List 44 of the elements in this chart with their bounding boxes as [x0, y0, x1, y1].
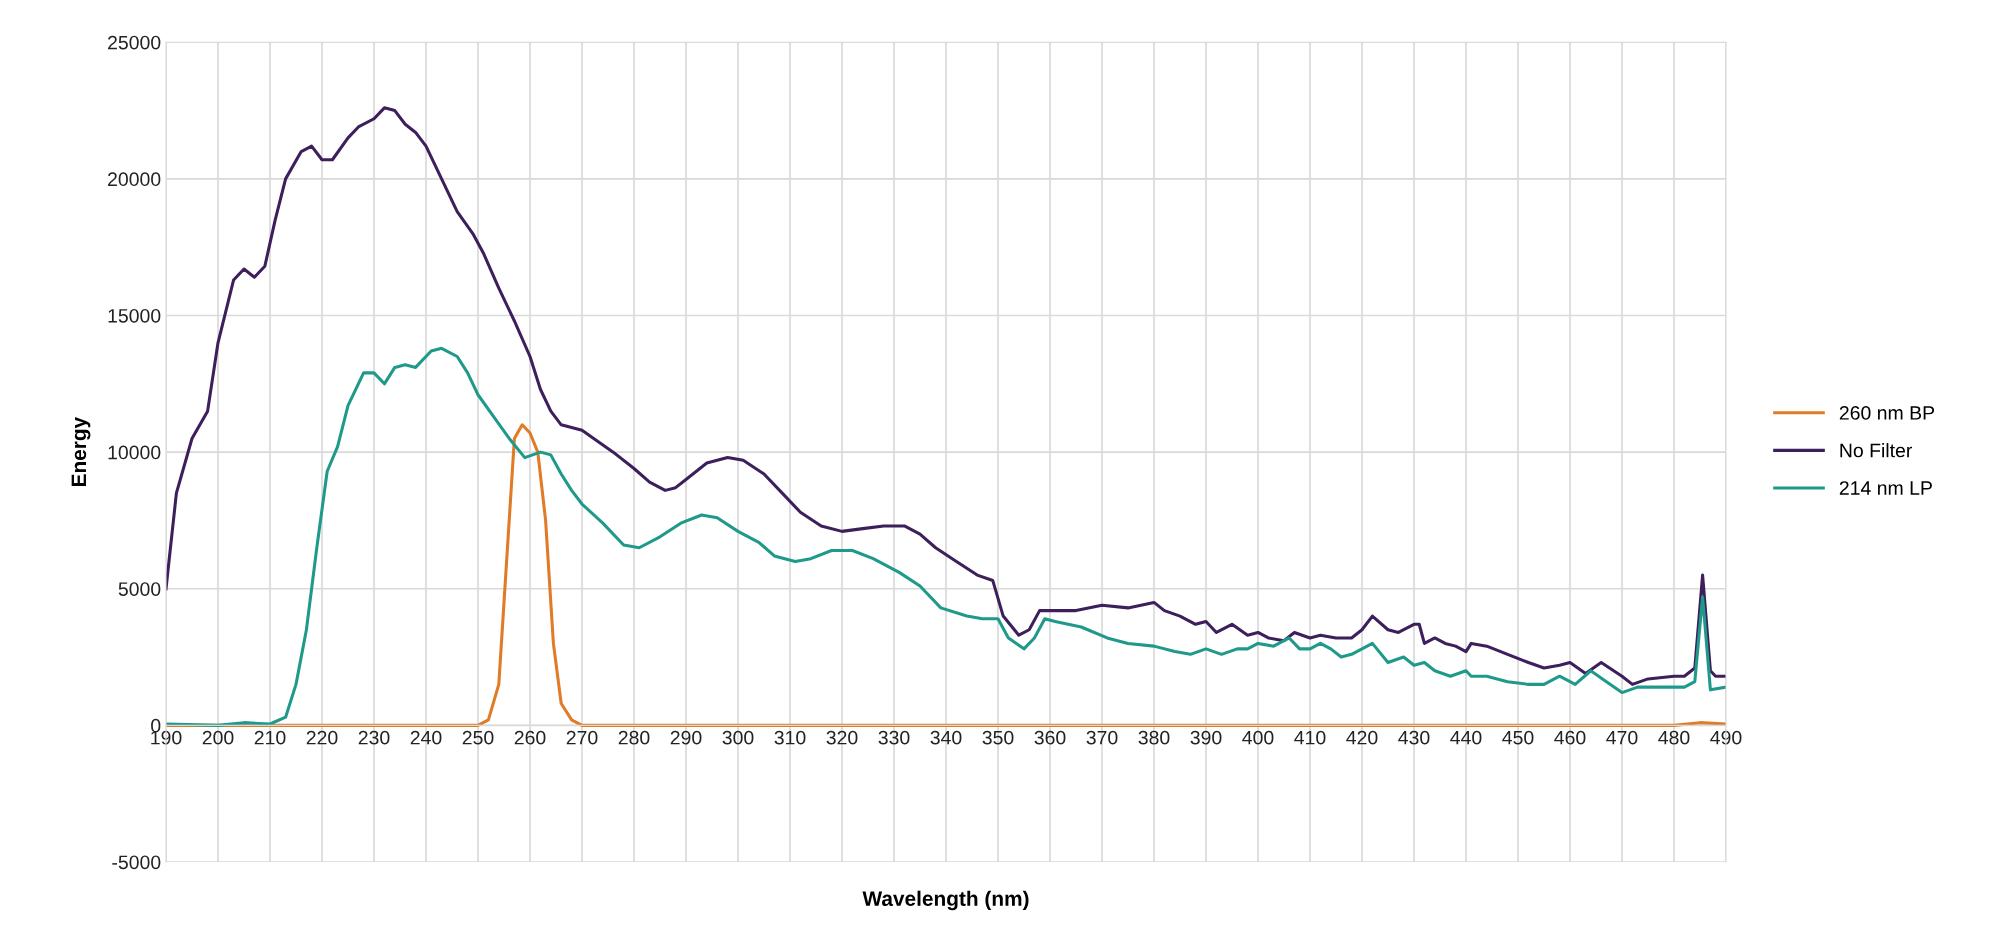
y-tick-label: 5000	[118, 582, 161, 596]
x-tick-label: 300	[722, 730, 754, 745]
x-tick-label: 400	[1242, 730, 1274, 745]
x-tick-label: 470	[1606, 730, 1638, 745]
x-tick-label: 440	[1450, 730, 1482, 745]
x-tick-label: 490	[1710, 730, 1742, 745]
x-tick-label: 260	[514, 730, 546, 745]
y-tick-label: -5000	[112, 855, 161, 870]
x-tick-label: 200	[202, 730, 234, 745]
x-tick-label: 270	[566, 730, 598, 745]
x-tick-label: 350	[982, 730, 1014, 745]
x-tick-label: 320	[826, 730, 858, 745]
line-series	[166, 106, 1726, 686]
x-tick-label: 460	[1554, 730, 1586, 745]
x-tick-label: 390	[1190, 730, 1222, 745]
x-tick-label: 450	[1502, 730, 1534, 745]
x-tick-label: 280	[618, 730, 650, 745]
x-tick-label: 430	[1398, 730, 1430, 745]
x-tick-label: 420	[1346, 730, 1378, 745]
x-tick-label: 370	[1086, 730, 1118, 745]
legend-label: 214 nm LP	[1839, 481, 1932, 495]
x-tick-label: 290	[670, 730, 702, 745]
y-tick-label: 25000	[108, 35, 161, 50]
legend-label: 260 nm BP	[1839, 406, 1935, 420]
x-tick-label: 340	[930, 730, 962, 745]
y-tick-label: 15000	[108, 308, 161, 323]
x-tick-label: 380	[1138, 730, 1170, 745]
y-tick-label: 20000	[108, 172, 161, 187]
x-tick-label: 360	[1034, 730, 1066, 745]
x-tick-label: 240	[410, 730, 442, 745]
x-tick-label: 230	[358, 730, 390, 745]
y-tick-label: 10000	[108, 445, 161, 460]
x-tick-label: 250	[462, 730, 494, 745]
y-axis-title: Energy	[71, 416, 91, 487]
x-tick-label: 210	[254, 730, 286, 745]
x-tick-label: 330	[878, 730, 910, 745]
line-series	[166, 423, 1726, 727]
line-series	[166, 346, 1726, 727]
x-tick-label: 310	[774, 730, 806, 745]
x-axis-title: Wavelength (nm)	[862, 890, 1029, 911]
x-tick-label: 410	[1294, 730, 1326, 745]
x-tick-label: 220	[306, 730, 338, 745]
legend-label: No Filter	[1840, 443, 1913, 458]
x-tick-label: 480	[1658, 730, 1690, 745]
